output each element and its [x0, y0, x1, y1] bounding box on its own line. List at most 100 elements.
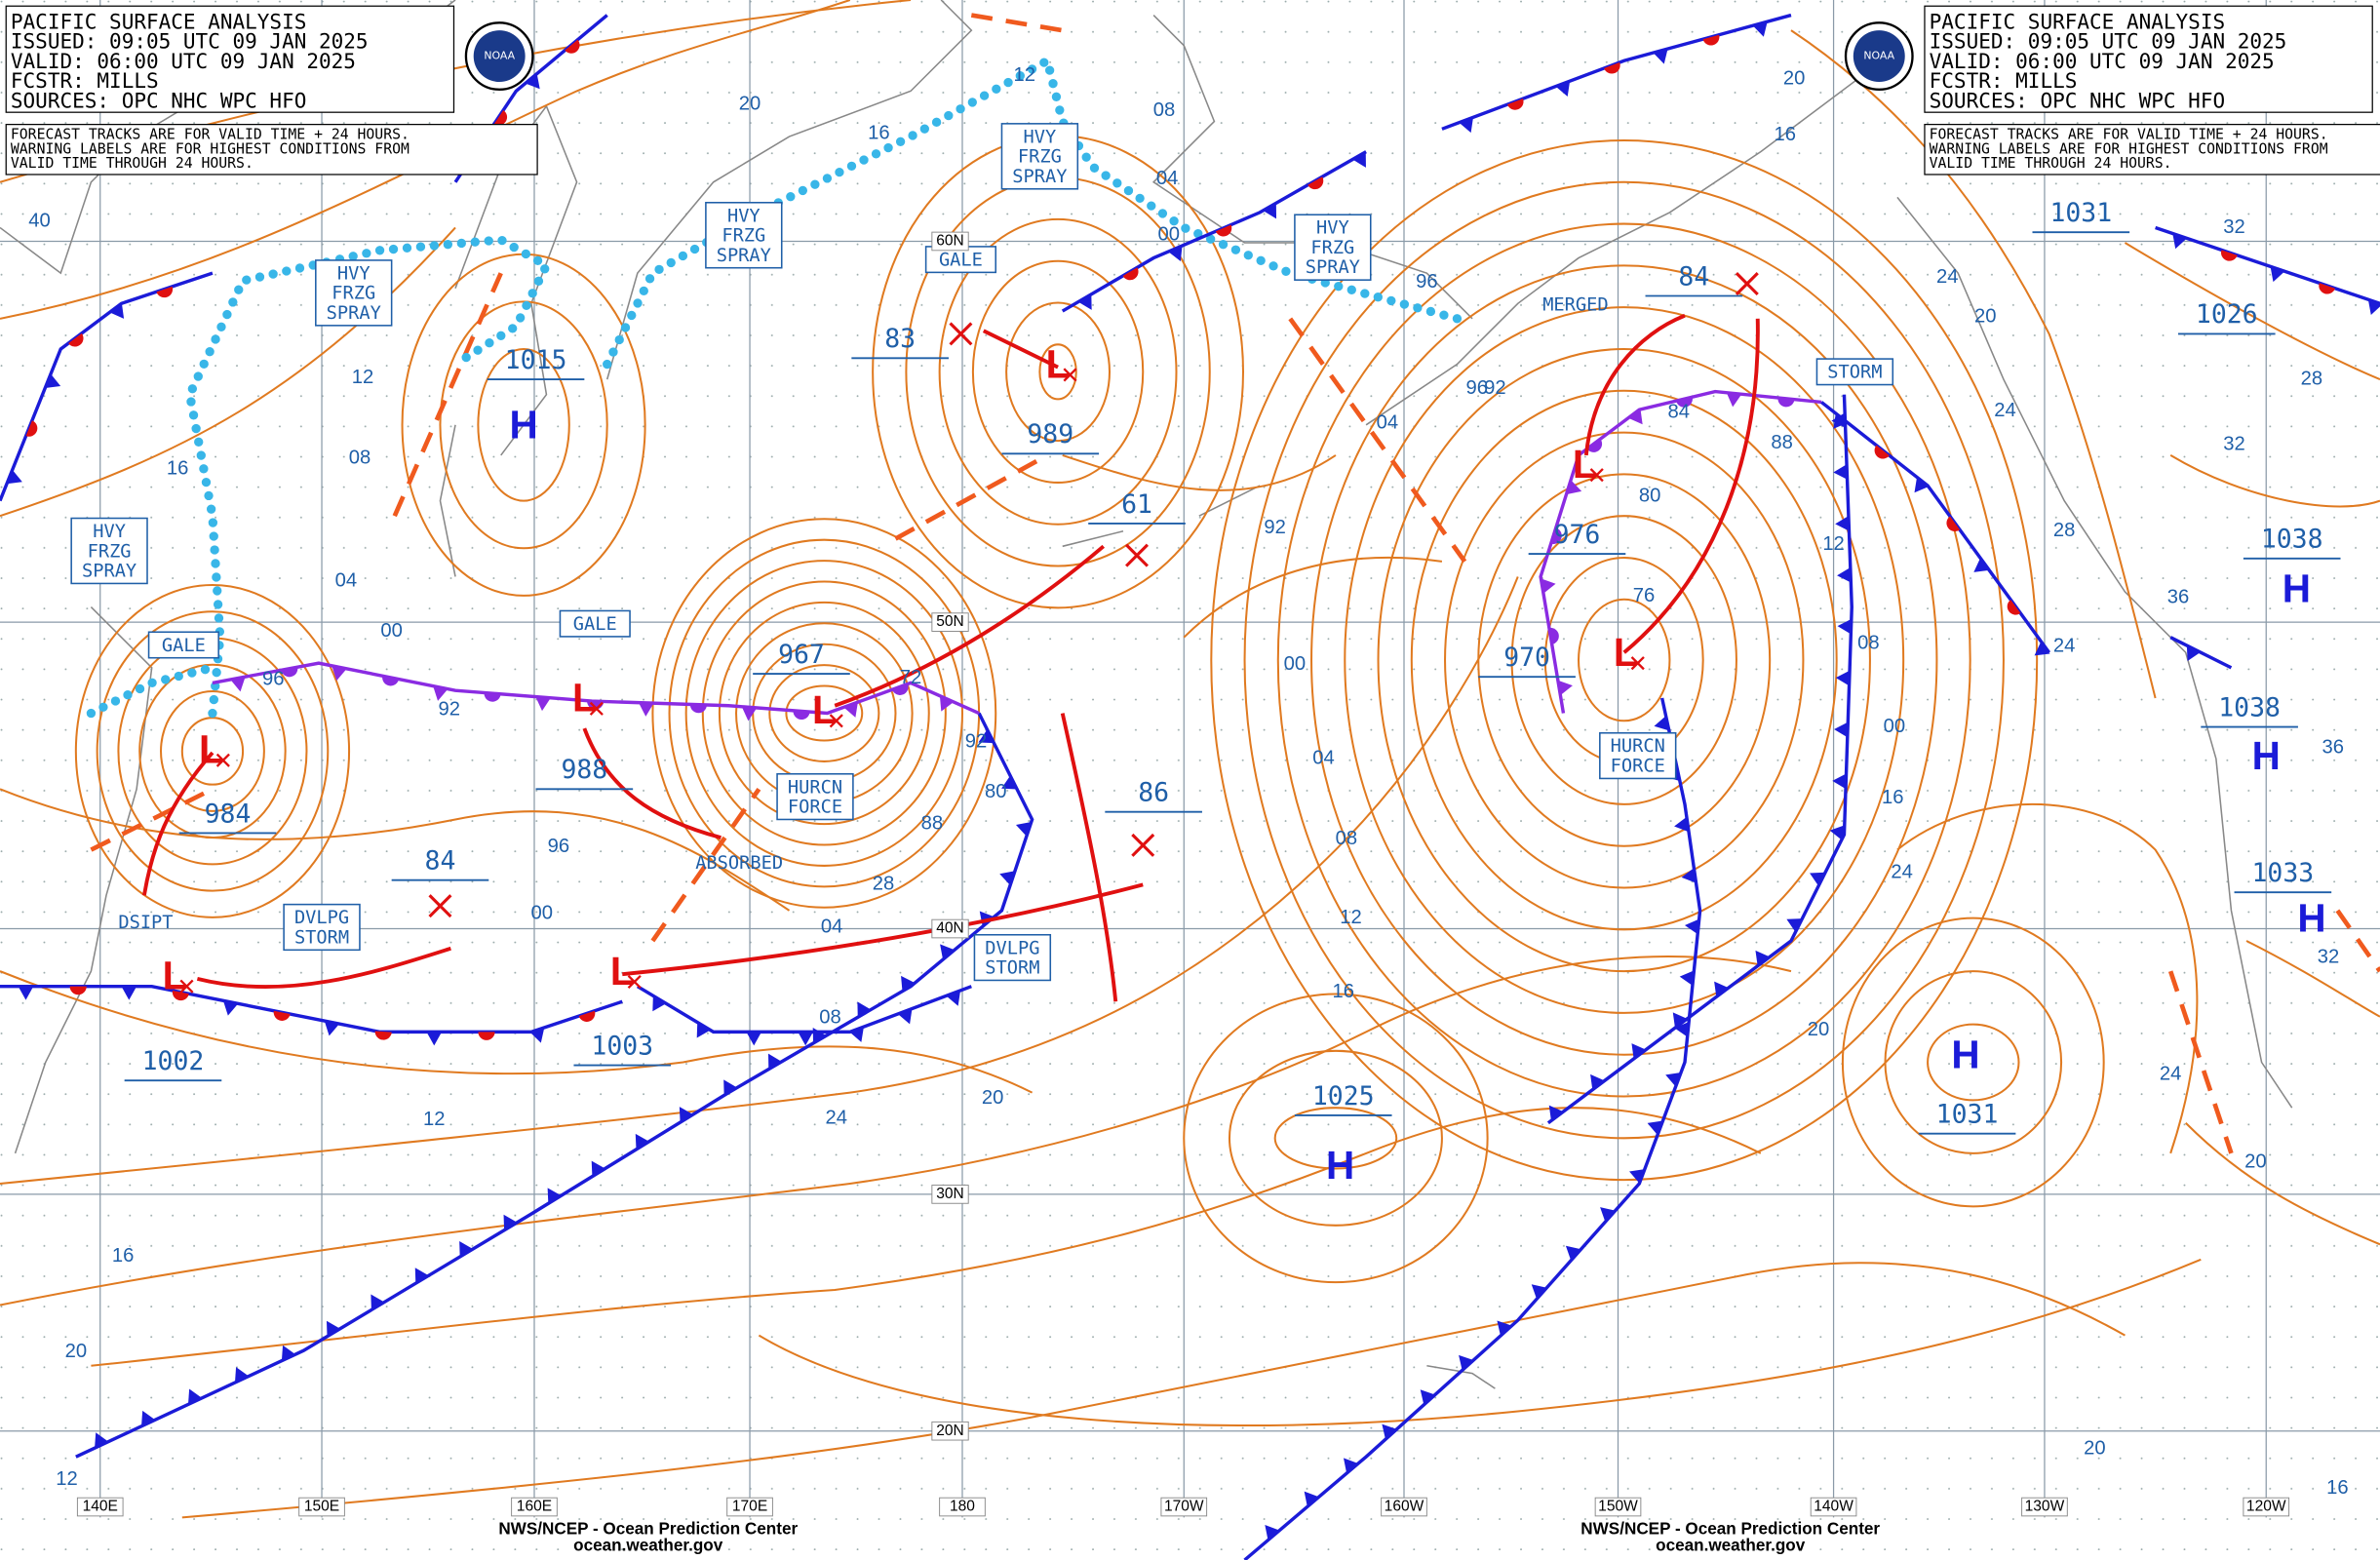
front-semicircle [1215, 224, 1232, 237]
forecast-track [1622, 318, 1760, 654]
front-triangle [1672, 1012, 1688, 1029]
front-triangle [1382, 1424, 1397, 1440]
warning-label: SPRAY [1012, 167, 1067, 187]
front-symbol [1777, 397, 1795, 408]
front-triangle [1833, 464, 1848, 480]
front-symbol [1557, 680, 1573, 696]
warning-box [315, 259, 393, 327]
front-triangle [1833, 412, 1849, 429]
front-symbol [281, 1345, 296, 1361]
isobar [96, 610, 330, 892]
longitude-label: 170W [1164, 1499, 1204, 1515]
front-symbol [843, 702, 858, 718]
front-semicircle [2007, 600, 2021, 615]
ice-edge [184, 235, 553, 719]
front-triangle [1674, 816, 1690, 833]
front-symbol [849, 1027, 864, 1042]
front-semicircle [1874, 445, 1890, 459]
isobar [439, 300, 608, 550]
front-triangle [6, 469, 22, 485]
forecast-track [834, 544, 1106, 708]
front-symbol [1665, 1072, 1682, 1087]
front-symbol [897, 1008, 913, 1025]
front-symbol [1590, 1073, 1605, 1090]
front-triangle [2034, 641, 2050, 656]
pressure-label: 976 [1554, 520, 1601, 550]
front-semicircle [156, 286, 174, 298]
front-triangle [529, 1027, 545, 1043]
front-semicircle [578, 1010, 596, 1022]
front-semicircle [493, 109, 508, 126]
isobar-label: 80 [1639, 485, 1661, 506]
front-symbol [1307, 176, 1324, 190]
isobar [701, 580, 947, 846]
front-triangle [1590, 1073, 1605, 1090]
front-triangle [1600, 1207, 1616, 1223]
lon-box [2021, 1497, 2068, 1517]
front-symbol [6, 469, 22, 485]
isobar-label: 16 [2326, 1477, 2349, 1499]
isobar-label: 80 [985, 781, 1007, 802]
lon-box [1594, 1497, 1642, 1517]
front-triangle [723, 1079, 738, 1096]
front-triangle [141, 1410, 156, 1426]
lon-box [1810, 1497, 1857, 1517]
front-triangle [2270, 266, 2285, 283]
front-triangle [1752, 21, 1768, 37]
header-line: VALID: 06:00 UTC 09 JAN 2025 [1930, 49, 2275, 73]
front [1820, 401, 2051, 654]
pressure-label: 1031 [2049, 198, 2112, 228]
low-center [1063, 368, 1077, 382]
warning-label: DVLPG [294, 908, 349, 928]
front-symbol [222, 1000, 239, 1016]
isobar [1444, 431, 1805, 889]
isobar-label: 96 [262, 669, 285, 690]
front-symbol [939, 695, 955, 712]
front-symbol [578, 1010, 596, 1022]
front-symbol [25, 420, 38, 437]
front-symbol [1565, 1245, 1581, 1261]
front-symbol [1684, 918, 1699, 935]
front-triangle [635, 1133, 649, 1150]
front-symbol [172, 990, 189, 1001]
isobar [785, 684, 864, 742]
front-triangle [1566, 480, 1582, 495]
front-symbol [1829, 825, 1845, 840]
trough [90, 787, 214, 852]
forecast-track [582, 727, 722, 840]
isobar [1410, 389, 1838, 931]
front-triangle [746, 1032, 762, 1046]
front-semicircle [382, 676, 400, 686]
front-triangle [535, 696, 551, 712]
isobar-label: 32 [2223, 433, 2245, 454]
isobar [91, 1107, 1762, 1367]
front-triangle [459, 1241, 474, 1258]
forecast-position [1131, 833, 1155, 857]
coastline [1426, 1365, 1496, 1389]
front-triangle [591, 1160, 605, 1177]
front-symbol [433, 685, 449, 701]
isobar-label: 36 [2321, 737, 2344, 759]
note-line: FORECAST TRACKS ARE FOR VALID TIME + 24 … [11, 127, 410, 143]
isobar [718, 601, 930, 826]
front-triangle [849, 1027, 864, 1042]
front-symbol [1263, 203, 1277, 219]
front-triangle [230, 677, 246, 692]
pressure-label: 984 [205, 799, 252, 829]
front-symbol [1604, 61, 1620, 74]
front-semicircle [1777, 397, 1795, 408]
logo-text: NOAA [1863, 50, 1894, 62]
isobar [758, 1258, 2202, 1427]
front-symbol [332, 665, 347, 682]
isobar-label: 20 [1783, 67, 1806, 89]
lon-box [2243, 1497, 2290, 1517]
low-center [829, 714, 843, 728]
isobar [2169, 454, 2380, 508]
isobar-label: 20 [2084, 1438, 2106, 1460]
front-symbol [1914, 477, 1930, 493]
high-symbol: H [509, 403, 537, 448]
isobar [1927, 1023, 2020, 1102]
warning-label: SPRAY [717, 246, 771, 266]
